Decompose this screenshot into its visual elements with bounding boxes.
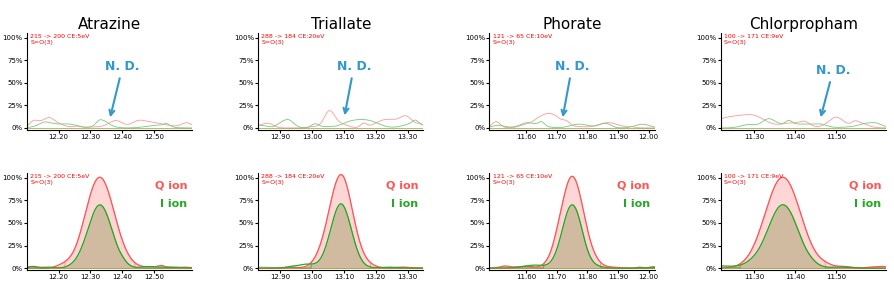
Title: Chlorpropham: Chlorpropham [748,17,857,32]
Text: N. D.: N. D. [815,64,849,115]
Text: I ion: I ion [853,200,880,209]
Text: I ion: I ion [391,200,418,209]
Text: Q ion: Q ion [617,180,649,190]
Text: 288 -> 184 CE:20eV
S=O(3): 288 -> 184 CE:20eV S=O(3) [261,34,325,45]
Title: Phorate: Phorate [542,17,601,32]
Text: 121 -> 65 CE:10eV
S=O(3): 121 -> 65 CE:10eV S=O(3) [493,34,552,45]
Text: 288 -> 184 CE:20eV
S=O(3): 288 -> 184 CE:20eV S=O(3) [261,174,325,185]
Title: Atrazine: Atrazine [78,17,141,32]
Text: 121 -> 65 CE:10eV
S=O(3): 121 -> 65 CE:10eV S=O(3) [493,174,552,185]
Text: I ion: I ion [160,200,187,209]
Text: 100 -> 171 CE:9eV
S=O(3): 100 -> 171 CE:9eV S=O(3) [723,174,782,185]
Text: N. D.: N. D. [554,60,589,115]
Text: N. D.: N. D. [105,60,139,115]
Text: I ion: I ion [622,200,649,209]
Title: Triallate: Triallate [310,17,371,32]
Text: 100 -> 171 CE:9eV
S=O(3): 100 -> 171 CE:9eV S=O(3) [723,34,782,45]
Text: N. D.: N. D. [336,60,371,113]
Text: Q ion: Q ion [848,180,880,190]
Text: Q ion: Q ion [385,180,418,190]
Text: 215 -> 200 CE:5eV
S=O(3): 215 -> 200 CE:5eV S=O(3) [30,34,89,45]
Text: Q ion: Q ion [155,180,187,190]
Text: 215 -> 200 CE:5eV
S=O(3): 215 -> 200 CE:5eV S=O(3) [30,174,89,185]
